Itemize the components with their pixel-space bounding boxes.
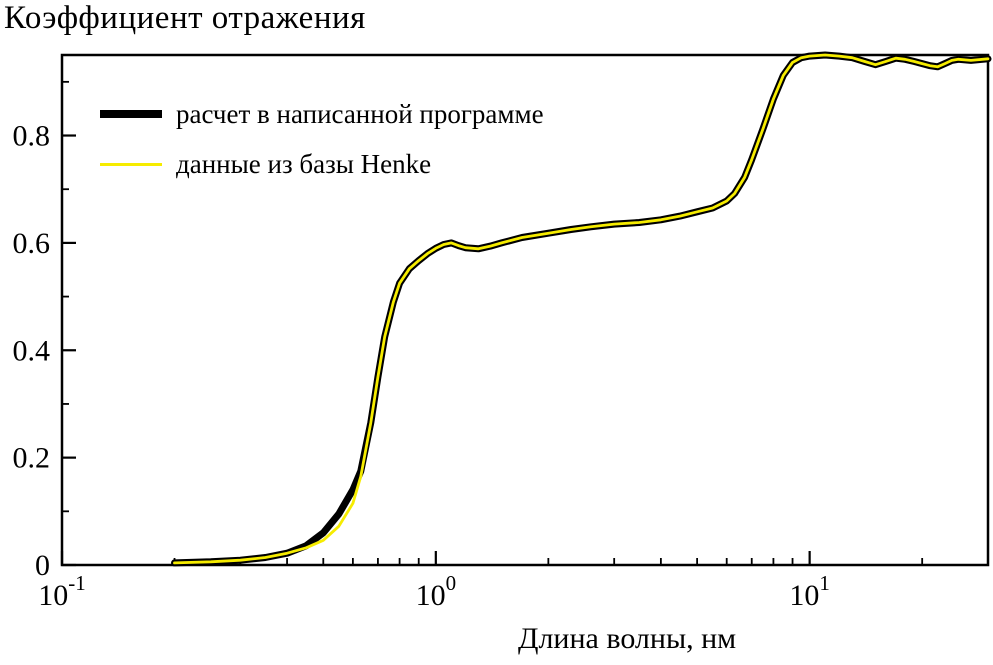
- x-tick-label: 100: [416, 571, 457, 612]
- legend-label-henke: данные из базы Henke: [176, 148, 432, 179]
- x-axis-label: Длина волны, нм: [518, 622, 737, 655]
- legend-line-sample-henke: [100, 162, 162, 166]
- plot-frame: [60, 53, 990, 567]
- legend-line-sample-program: [100, 110, 162, 118]
- series-line: [173, 53, 990, 565]
- legend-label-program: расчет в написанной программе: [176, 98, 544, 129]
- y-tick-label: 0.4: [13, 334, 51, 367]
- chart-title: Коэффициент отражения: [4, 0, 366, 36]
- x-tick-label: 101: [789, 571, 830, 612]
- legend: расчет в написанной программе данные из …: [100, 96, 544, 182]
- legend-item-program: расчет в написанной программе: [100, 96, 544, 132]
- x-tick-label: 10-1: [38, 571, 86, 612]
- y-tick-label: 0.2: [13, 442, 51, 475]
- y-tick-label: 0.6: [13, 227, 51, 260]
- y-tick-label: 0.8: [13, 120, 51, 153]
- y-tick-label: 0: [35, 549, 50, 582]
- legend-item-henke: данные из базы Henke: [100, 146, 544, 182]
